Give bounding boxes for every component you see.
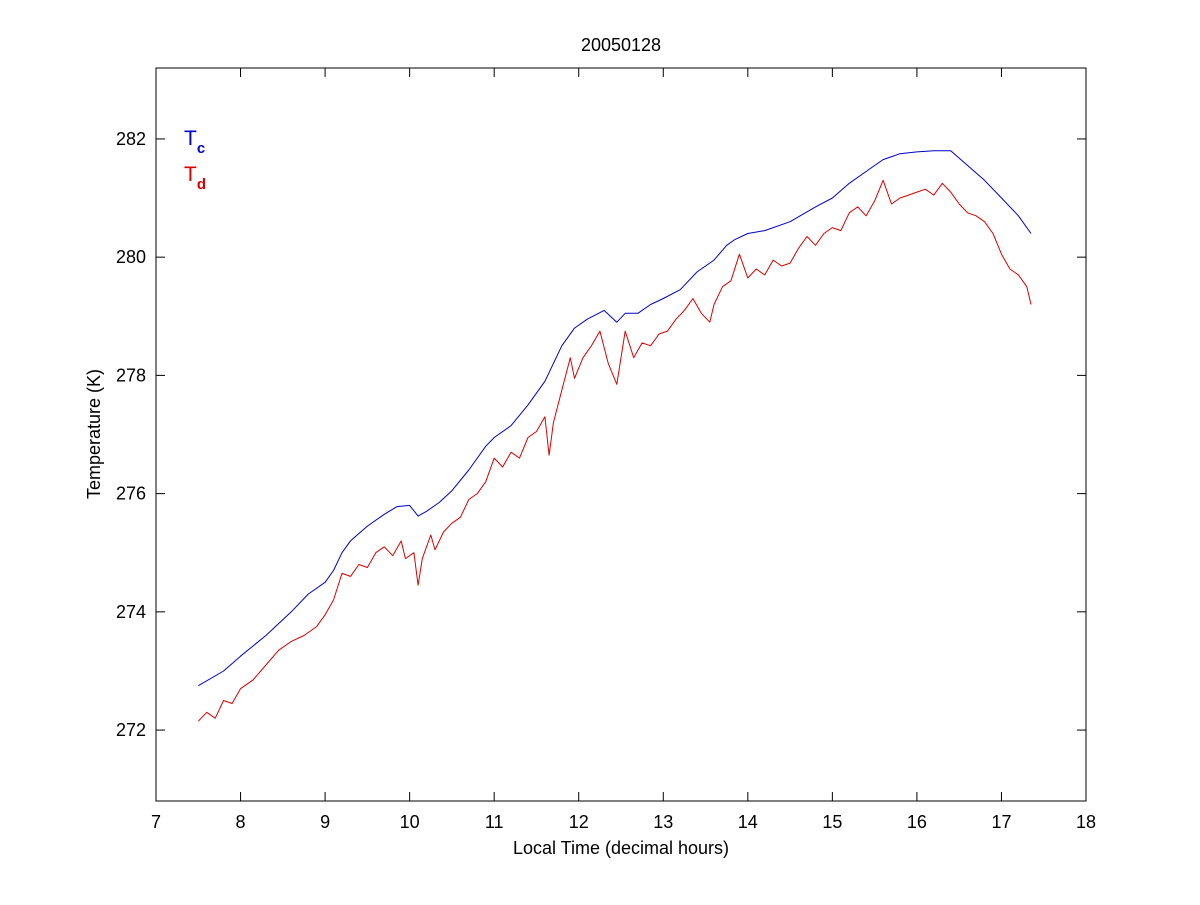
y-axis-ticks: 272 274 276 278 280 282 (116, 129, 1086, 740)
x-tick-label: 11 (485, 812, 504, 832)
y-axis-label: Temperature (K) (84, 369, 104, 499)
legend-entry-subscript: d (197, 176, 206, 193)
legend-entry-base: T (184, 127, 197, 150)
legend-entry-subscript: c (197, 140, 205, 157)
x-tick-label: 14 (738, 812, 758, 832)
series-line-tc (198, 150, 1032, 687)
y-tick-label: 276 (116, 484, 146, 504)
x-axis-label: Local Time (decimal hours) (513, 838, 729, 858)
x-tick-label: 13 (653, 812, 673, 832)
x-tick-label: 12 (569, 812, 589, 832)
legend-entry-base: T (184, 163, 197, 186)
x-tick-label: 16 (907, 812, 927, 832)
x-axis-ticks: 7 8 9 10 11 12 13 14 15 16 17 18 (151, 68, 1096, 832)
x-tick-label: 18 (1076, 812, 1096, 832)
legend-entry: Tc (184, 127, 205, 157)
x-tick-label: 17 (991, 812, 1011, 832)
y-tick-label: 272 (116, 720, 146, 740)
series-line-td (197, 179, 1032, 722)
x-tick-label: 15 (822, 812, 842, 832)
x-tick-label: 8 (236, 812, 246, 832)
y-tick-label: 280 (116, 247, 146, 267)
legend-entry: Td (184, 163, 206, 193)
x-tick-label: 9 (320, 812, 330, 832)
chart-title: 20050128 (581, 35, 661, 55)
x-tick-label: 7 (151, 812, 161, 832)
x-tick-label: 10 (400, 812, 420, 832)
y-tick-label: 274 (116, 602, 146, 622)
y-tick-label: 278 (116, 365, 146, 385)
series-layer (197, 150, 1032, 722)
y-tick-label: 282 (116, 129, 146, 149)
plot-area-frame (155, 67, 1087, 802)
